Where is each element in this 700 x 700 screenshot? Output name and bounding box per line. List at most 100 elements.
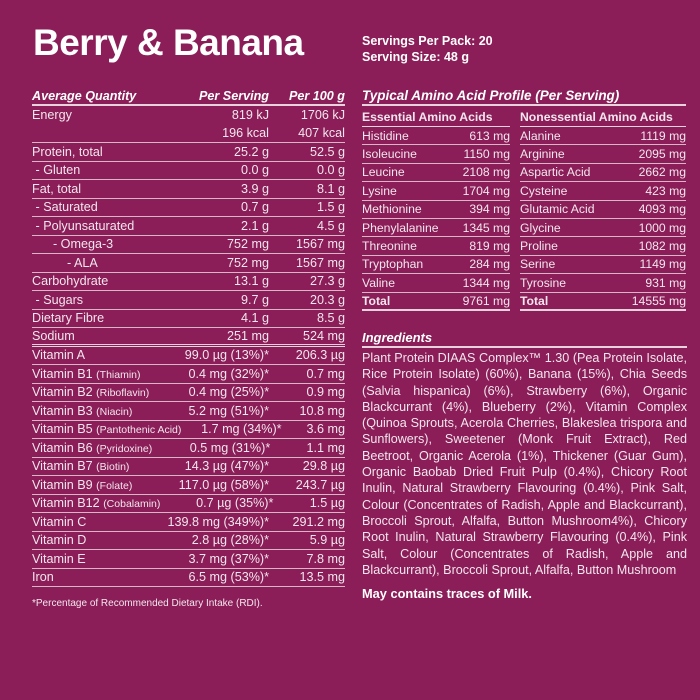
- per-100g-value: 29.8 µg: [302, 459, 345, 474]
- amino-row: Methionine 394 mg: [362, 201, 510, 219]
- vitamin-row: Vitamin E 3.7 mg (37%)* 7.8 mg: [32, 550, 345, 569]
- per-100g-value: 1567 mg: [295, 255, 345, 270]
- per-100g-value: 4.5 g: [316, 218, 345, 233]
- amino-name: Valine: [362, 275, 395, 290]
- per-100g-value: 27.3 g: [309, 274, 345, 289]
- per-serving-value: 14.3 µg (47%)*: [184, 459, 269, 474]
- vitamin-label: Vitamin B2 (Riboflavin): [32, 385, 149, 399]
- amino-row: Valine 1344 mg: [362, 274, 510, 293]
- nutrition-row: Protein, total 25.2 g 52.5 g: [32, 143, 345, 162]
- nutrient-name: - Gluten: [32, 163, 81, 178]
- per-serving-value: 4.1 g: [240, 311, 269, 326]
- nutrition-row: Sodium 251 mg 524 mg: [32, 328, 345, 347]
- header-average-quantity: Average Quantity: [32, 89, 137, 103]
- amino-name: Phenylalanine: [362, 220, 439, 235]
- vitamin-name: Vitamin B9: [32, 477, 93, 492]
- per-serving-value: 0.4 mg (25%)*: [188, 385, 270, 400]
- amino-value: 1119 mg: [640, 128, 686, 143]
- per-serving-value: 752 mg: [226, 255, 269, 270]
- nutrient-name: Protein, total: [32, 144, 103, 159]
- amino-total-row: Total 9761 mg: [362, 293, 510, 311]
- vitamin-label: Vitamin B1 (Thiamin): [32, 367, 149, 381]
- vitamin-row: Vitamin B2 (Riboflavin) 0.4 mg (25%)* 0.9 …: [32, 384, 345, 402]
- vitamin-name: Vitamin C: [32, 514, 87, 529]
- vitamin-row: Iron 6.5 mg (53%)* 13.5 mg: [32, 569, 345, 587]
- nutrient-name: - Saturated: [32, 200, 98, 215]
- total-value: 14555 mg: [631, 293, 686, 308]
- per-100g-value: 8.1 g: [316, 181, 345, 196]
- nutrient-name: - ALA: [32, 255, 98, 270]
- nutrition-row: - Saturated 0.7 g 1.5 g: [32, 199, 345, 217]
- per-serving-value: 3.7 mg (37%)*: [188, 551, 270, 566]
- amino-value: 931 mg: [645, 275, 686, 290]
- vitamin-row: Vitamin B7 (Biotin) 14.3 µg (47%)* 29.8 µg: [32, 458, 345, 476]
- amino-value: 2108 mg: [462, 165, 510, 180]
- amino-value: 2662 mg: [638, 165, 686, 180]
- vitamin-label: Vitamin B9 (Folate): [32, 478, 149, 492]
- vitamin-name: Vitamin B6: [32, 440, 93, 455]
- vitamin-name: Vitamin E: [32, 551, 86, 566]
- vitamin-name: Vitamin A: [32, 348, 85, 363]
- per-serving-value: 819 kJ: [231, 108, 269, 123]
- per-100g-value: 1706 kJ: [300, 108, 345, 123]
- amino-row: Phenylalanine 1345 mg: [362, 219, 510, 238]
- amino-value: 1344 mg: [462, 275, 510, 290]
- vitamin-label: Vitamin B12 (Cobalamin): [32, 496, 160, 510]
- nutrition-table: Average Quantity Per Serving Per 100 g E…: [32, 86, 345, 587]
- vitamin-label: Vitamin E: [32, 552, 149, 566]
- per-serving-value: 3.9 g: [240, 181, 269, 196]
- amino-row: Isoleucine 1150 mg: [362, 145, 510, 164]
- amino-total-row: Total 14555 mg: [520, 293, 686, 311]
- vitamin-name: Vitamin B12: [32, 496, 100, 511]
- amino-row: Glutamic Acid 4093 mg: [520, 201, 686, 219]
- ingredients-heading: Ingredients: [362, 330, 687, 348]
- per-100g-value: 206.3 µg: [295, 348, 345, 363]
- vitamin-label: Vitamin C: [32, 515, 149, 529]
- vitamin-subname: (Niacin): [96, 405, 133, 418]
- per-serving-value: 139.8 mg (349%)*: [167, 514, 269, 529]
- nutrient-name: - Sugars: [32, 292, 84, 307]
- per-100g-value: 1.5 g: [316, 200, 345, 215]
- per-100g-value: 8.5 g: [316, 311, 345, 326]
- total-label: Total: [362, 293, 391, 308]
- vitamin-name: Iron: [32, 570, 54, 585]
- amino-value: 4093 mg: [638, 202, 686, 217]
- per-100g-value: 291.2 mg: [292, 514, 345, 529]
- vitamin-label: Vitamin B5 (Pantothenic Acid): [32, 422, 181, 436]
- amino-name: Isoleucine: [362, 147, 417, 162]
- amino-title: Typical Amino Acid Profile (Per Serving): [362, 88, 686, 106]
- vitamin-row: Vitamin B6 (Pyridoxine) 0.5 mg (31%)* 1.1 …: [32, 439, 345, 458]
- amino-name: Tyrosine: [520, 275, 567, 290]
- per-serving-value: 9.7 g: [240, 292, 269, 307]
- allergen-statement: May contains traces of Milk.: [362, 586, 532, 602]
- nutrition-header: Average Quantity Per Serving Per 100 g: [32, 86, 345, 106]
- amino-row: Aspartic Acid 2662 mg: [520, 164, 686, 183]
- vitamin-label: Vitamin D: [32, 533, 149, 547]
- amino-name: Proline: [520, 239, 558, 254]
- nutrient-name: Fat, total: [32, 181, 81, 196]
- per-serving-value: 196 kcal: [222, 126, 269, 141]
- amino-name: Aspartic Acid: [520, 165, 591, 180]
- amino-value: 613 mg: [469, 128, 510, 143]
- per-serving-value: 752 mg: [226, 237, 269, 252]
- nutrition-row: - Gluten 0.0 g 0.0 g: [32, 162, 345, 180]
- total-value: 9761 mg: [462, 293, 510, 308]
- amino-value: 423 mg: [645, 183, 686, 198]
- amino-row: Threonine 819 mg: [362, 237, 510, 256]
- serving-size: Serving Size: 48 g: [362, 50, 469, 64]
- ingredients-text: Plant Protein DIAAS Complex™ 1.30 (Pea P…: [362, 351, 687, 577]
- amino-value: 1149 mg: [639, 257, 686, 272]
- vitamin-label: Vitamin A: [32, 348, 149, 362]
- vitamin-subname: (Pyridoxine): [96, 442, 153, 455]
- amino-value: 284 mg: [469, 257, 510, 272]
- per-100g-value: 1.5 µg: [309, 496, 345, 511]
- per-serving-value: 2.8 µg (28%)*: [191, 533, 269, 548]
- total-label: Total: [520, 293, 549, 308]
- nutrition-row: Dietary Fibre 4.1 g 8.5 g: [32, 310, 345, 328]
- rdi-footnote: *Percentage of Recommended Dietary Intak…: [32, 598, 263, 609]
- amino-name: Lysine: [362, 183, 397, 198]
- amino-value: 819 mg: [469, 239, 510, 254]
- amino-row: Proline 1082 mg: [520, 237, 686, 256]
- amino-row: Lysine 1704 mg: [362, 182, 510, 201]
- vitamin-row: Vitamin D 2.8 µg (28%)* 5.9 µg: [32, 532, 345, 550]
